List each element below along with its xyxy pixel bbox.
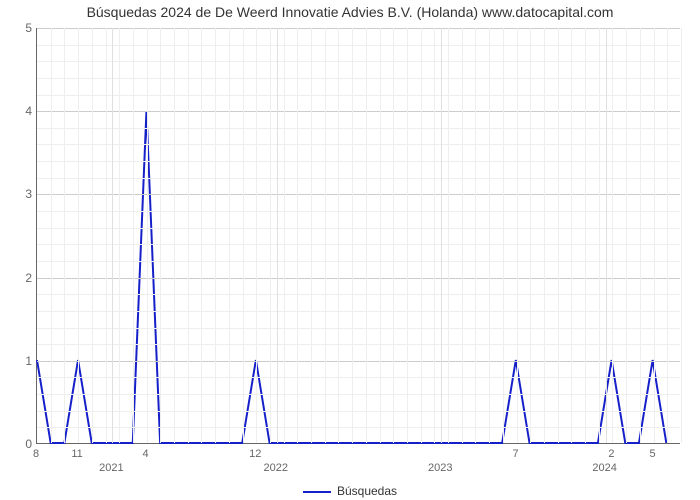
- minor-gridline-v: [626, 28, 627, 443]
- minor-gridline-v: [174, 28, 175, 443]
- minor-gridline-v: [51, 28, 52, 443]
- minor-gridline-v: [256, 28, 257, 443]
- xtick-minor-label: 4: [143, 448, 149, 460]
- minor-gridline-v: [147, 28, 148, 443]
- minor-gridline-v: [585, 28, 586, 443]
- xtick-minor-label: 7: [513, 448, 519, 460]
- minor-gridline-v: [338, 28, 339, 443]
- minor-gridline-v: [421, 28, 422, 443]
- chart-container: Búsquedas 2024 de De Weerd Innovatie Adv…: [0, 0, 700, 500]
- minor-gridline-v: [311, 28, 312, 443]
- minor-gridline-v: [530, 28, 531, 443]
- legend-swatch: [303, 491, 331, 493]
- minor-gridline-v: [297, 28, 298, 443]
- minor-gridline-v: [215, 28, 216, 443]
- ytick-label: 4: [12, 104, 32, 118]
- ytick-label: 1: [12, 354, 32, 368]
- minor-gridline-v: [119, 28, 120, 443]
- xtick-major-label: 2024: [592, 462, 616, 474]
- chart-title: Búsquedas 2024 de De Weerd Innovatie Adv…: [0, 4, 700, 20]
- minor-gridline-v: [133, 28, 134, 443]
- minor-gridline-v: [489, 28, 490, 443]
- xtick-major-label: 2021: [99, 462, 123, 474]
- minor-gridline-v: [201, 28, 202, 443]
- xtick-major-label: 2023: [428, 462, 452, 474]
- ytick-label: 0: [12, 437, 32, 451]
- minor-gridline-v: [667, 28, 668, 443]
- minor-gridline-v: [270, 28, 271, 443]
- minor-gridline-v: [407, 28, 408, 443]
- minor-gridline-v: [188, 28, 189, 443]
- minor-gridline-v: [612, 28, 613, 443]
- ytick-label: 3: [12, 187, 32, 201]
- minor-gridline-v: [160, 28, 161, 443]
- gridline-v: [112, 28, 113, 443]
- xtick-minor-label: 5: [650, 448, 656, 460]
- minor-gridline-v: [571, 28, 572, 443]
- minor-gridline-v: [243, 28, 244, 443]
- plot-area: [36, 28, 680, 444]
- minor-gridline-v: [64, 28, 65, 443]
- minor-gridline-v: [106, 28, 107, 443]
- minor-gridline-v: [78, 28, 79, 443]
- minor-gridline-v: [448, 28, 449, 443]
- minor-gridline-v: [352, 28, 353, 443]
- minor-gridline-v: [366, 28, 367, 443]
- minor-gridline-v: [434, 28, 435, 443]
- gridline-v: [606, 28, 607, 443]
- minor-gridline-v: [325, 28, 326, 443]
- minor-gridline-v: [517, 28, 518, 443]
- minor-gridline-v: [462, 28, 463, 443]
- minor-gridline-v: [229, 28, 230, 443]
- legend: Búsquedas: [0, 484, 700, 498]
- gridline-v: [441, 28, 442, 443]
- ytick-label: 2: [12, 271, 32, 285]
- ytick-label: 5: [12, 21, 32, 35]
- xtick-major-label: 2022: [264, 462, 288, 474]
- minor-gridline-v: [558, 28, 559, 443]
- minor-gridline-v: [544, 28, 545, 443]
- minor-gridline-v: [654, 28, 655, 443]
- minor-gridline-v: [284, 28, 285, 443]
- minor-gridline-v: [380, 28, 381, 443]
- minor-gridline-v: [92, 28, 93, 443]
- minor-gridline-v: [599, 28, 600, 443]
- legend-label: Búsquedas: [337, 484, 397, 498]
- minor-gridline-v: [475, 28, 476, 443]
- xtick-minor-label: 11: [71, 448, 82, 460]
- xtick-minor-label: 12: [249, 448, 261, 460]
- xtick-minor-label: 8: [33, 448, 39, 460]
- xtick-minor-label: 2: [608, 448, 614, 460]
- gridline-v: [277, 28, 278, 443]
- minor-gridline-v: [393, 28, 394, 443]
- minor-gridline-v: [681, 28, 682, 443]
- minor-gridline-v: [503, 28, 504, 443]
- minor-gridline-v: [640, 28, 641, 443]
